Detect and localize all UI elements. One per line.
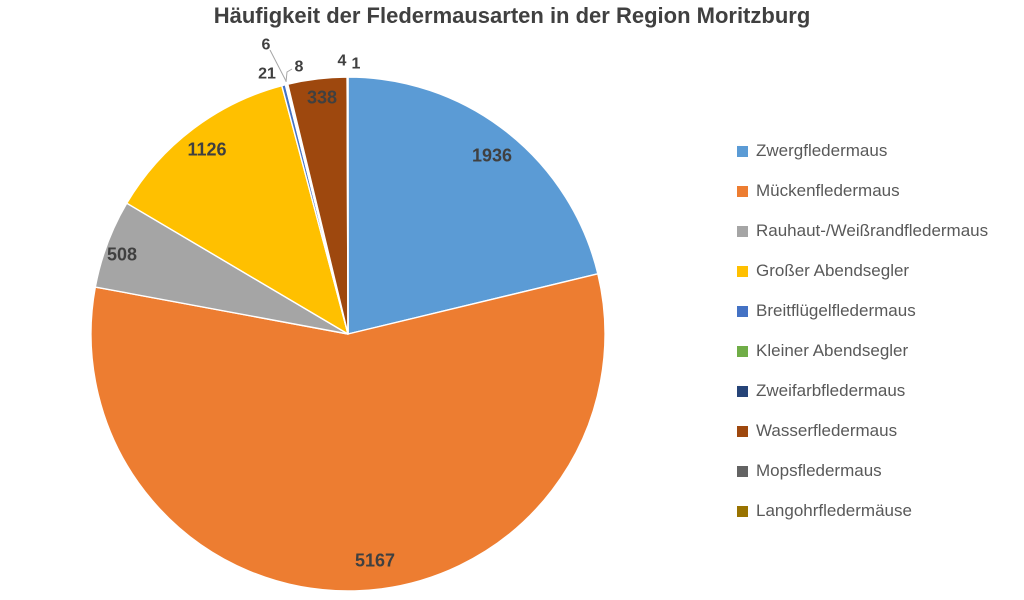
pie-data-label-4: 21 — [258, 66, 276, 83]
pie-data-label-0: 1936 — [472, 145, 512, 165]
legend-item-0: Zwergfledermaus — [737, 131, 988, 171]
pie-data-label-9: 1 — [352, 56, 361, 73]
pie-data-label-8: 4 — [338, 53, 347, 70]
legend-label-8: Mopsfledermaus — [756, 461, 882, 480]
pie-slice-1 — [90, 273, 606, 592]
legend-label-7: Wasserfledermaus — [756, 421, 898, 440]
legend-label-1: Mückenfledermaus — [756, 181, 900, 200]
pie-slice-3 — [126, 84, 349, 335]
pie-data-label-6: 8 — [295, 59, 304, 76]
legend-item-8: Mopsfledermaus — [737, 451, 988, 491]
legend-swatch-icon — [737, 385, 748, 397]
legend-label-3: Großer Abendsegler — [756, 261, 910, 280]
legend-swatch-icon — [737, 425, 748, 437]
chart-title: Häufigkeit der Fledermausarten in der Re… — [213, 3, 811, 28]
legend-item-1: Mückenfledermaus — [737, 171, 988, 211]
legend-swatch-icon — [737, 265, 748, 277]
legend-label-4: Breitflügelfledermaus — [756, 301, 916, 320]
legend: Zwergfledermaus Mückenfledermaus Rauhaut-/… — [737, 131, 988, 531]
legend-item-4: Breitflügelfledermaus — [737, 291, 988, 331]
legend-item-5: Kleiner Abendsegler — [737, 331, 988, 371]
pie-data-label-1: 5167 — [355, 550, 395, 570]
legend-item-9: Langohrfledermäuse — [737, 491, 988, 531]
pie-data-label-5: 6 — [262, 37, 271, 54]
legend-label-0: Zwergfledermaus — [756, 141, 888, 160]
legend-item-7: Wasserfledermaus — [737, 411, 988, 451]
legend-swatch-icon — [737, 225, 748, 237]
legend-swatch-icon — [737, 185, 748, 197]
legend-swatch-icon — [737, 145, 748, 157]
label-leader-line-5 — [269, 49, 287, 82]
pie-data-label-3: 1126 — [187, 139, 226, 159]
legend-item-2: Rauhaut-/Weißrandfledermaus — [737, 211, 988, 251]
pie-slice-0 — [347, 76, 599, 335]
legend-label-5: Kleiner Abendsegler — [756, 341, 909, 360]
label-leader-line-6 — [285, 68, 293, 83]
legend-label-2: Rauhaut-/Weißrandfledermaus — [756, 221, 989, 240]
legend-swatch-icon — [737, 345, 748, 357]
pie-data-label-7: 338 — [307, 87, 337, 107]
legend-swatch-icon — [737, 465, 748, 477]
legend-swatch-icon — [737, 505, 748, 517]
legend-swatch-icon — [737, 305, 748, 317]
legend-label-6: Zweifarbfledermaus — [756, 381, 906, 400]
legend-item-3: Großer Abendsegler — [737, 251, 988, 291]
pie-data-label-2: 508 — [107, 244, 137, 264]
legend-label-9: Langohrfledermäuse — [756, 501, 912, 520]
legend-item-6: Zweifarbfledermaus — [737, 371, 988, 411]
